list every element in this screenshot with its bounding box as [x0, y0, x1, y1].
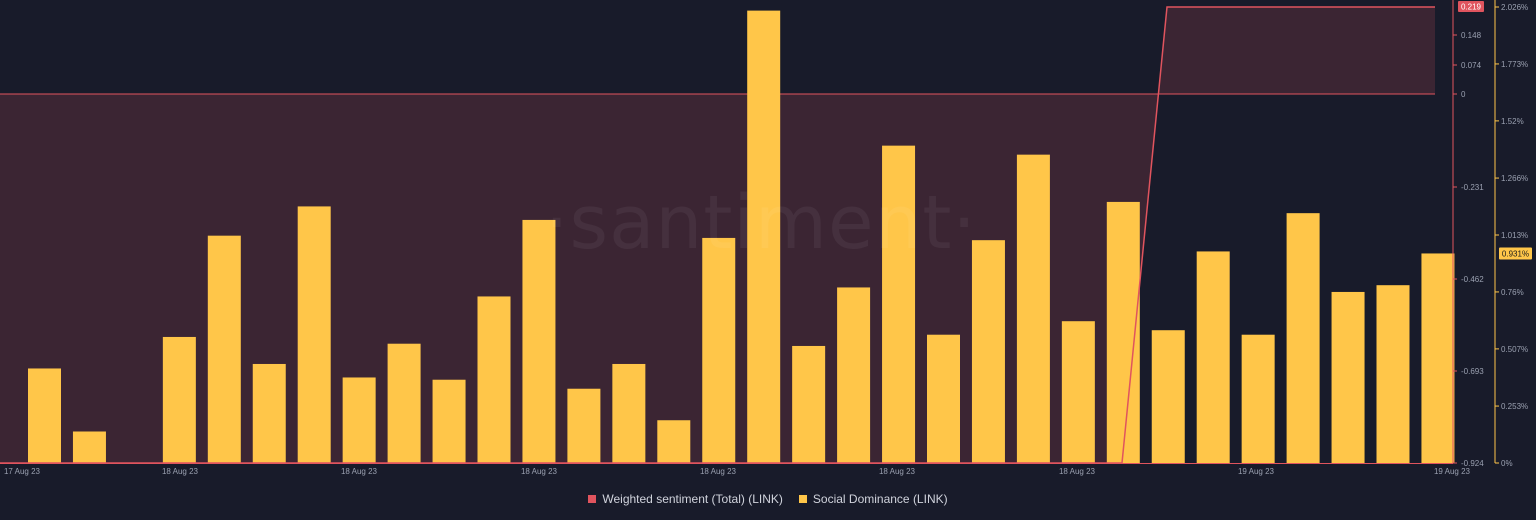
bar-social-dominance	[927, 334, 960, 463]
left-tick-label: 0	[1461, 90, 1466, 99]
bar-social-dominance	[522, 219, 556, 463]
dominance-current-value: 0.931%	[1502, 249, 1529, 258]
bar-social-dominance	[342, 377, 376, 463]
bar-social-dominance	[1151, 330, 1185, 463]
bar-social-dominance	[657, 420, 691, 463]
bar-social-dominance	[612, 363, 646, 463]
legend-label-sentiment: Weighted sentiment (Total) (LINK)	[602, 492, 783, 506]
right-tick-label: 1.773%	[1501, 60, 1528, 69]
x-tick-label: 18 Aug 23	[521, 467, 558, 476]
sentiment-current-badge	[1458, 1, 1484, 12]
bar-social-dominance	[1421, 253, 1455, 463]
right-tick-label: 1.52%	[1501, 117, 1524, 126]
legend-swatch-dominance	[798, 495, 807, 503]
bar-social-dominance	[477, 296, 511, 463]
bar-social-dominance	[252, 363, 286, 463]
right-tick-label: 0.76%	[1501, 288, 1524, 297]
x-tick-label: 18 Aug 23	[162, 467, 199, 476]
left-tick-label: -0.231	[1461, 183, 1484, 192]
bar-social-dominance	[1196, 251, 1230, 463]
left-tick-label: 0.148	[1461, 31, 1482, 40]
right-tick-label: 0.507%	[1501, 345, 1528, 354]
bar-social-dominance	[747, 10, 781, 463]
left-tick-label: -0.693	[1461, 367, 1484, 376]
bar-social-dominance	[792, 345, 826, 463]
legend: Weighted sentiment (Total) (LINK) Social…	[0, 492, 1536, 506]
bar-social-dominance	[1016, 154, 1050, 464]
bar-social-dominance	[162, 336, 196, 463]
right-tick-label: 0%	[1501, 459, 1513, 468]
sentiment-area-positive	[1158, 7, 1435, 94]
right-tick-label: 1.013%	[1501, 231, 1528, 240]
left-tick-label: -0.924	[1461, 459, 1484, 468]
dominance-current-badge	[1499, 247, 1532, 260]
bar-social-dominance	[837, 287, 871, 463]
bar-social-dominance	[1286, 213, 1320, 463]
x-tick-label: 17 Aug 23	[4, 467, 41, 476]
left-tick-label: -0.462	[1461, 275, 1484, 284]
legend-swatch-sentiment	[588, 495, 597, 503]
legend-label-dominance: Social Dominance (LINK)	[812, 492, 948, 506]
bar-social-dominance	[28, 368, 61, 463]
bar-social-dominance	[207, 235, 241, 463]
bar-social-dominance	[1376, 285, 1410, 463]
bar-social-dominance	[1241, 334, 1275, 463]
x-tick-label: 19 Aug 23	[1238, 467, 1275, 476]
right-tick-label: 0.253%	[1501, 402, 1528, 411]
bar-social-dominance	[567, 388, 601, 463]
legend-item-sentiment[interactable]: Weighted sentiment (Total) (LINK)	[588, 492, 783, 506]
sentiment-current-value: 0.219	[1461, 3, 1482, 12]
left-tick-label: 0.074	[1461, 61, 1482, 70]
bar-social-dominance	[882, 145, 916, 463]
bar-social-dominance	[297, 206, 331, 464]
bar-social-dominance	[702, 237, 736, 463]
bar-social-dominance	[1331, 291, 1365, 463]
x-tick-label: 18 Aug 23	[700, 467, 737, 476]
bar-social-dominance	[971, 240, 1005, 463]
bar-social-dominance	[1061, 321, 1095, 463]
bar-social-dominance	[72, 431, 106, 463]
x-tick-label: 18 Aug 23	[1059, 467, 1096, 476]
right-tick-label: 1.266%	[1501, 174, 1528, 183]
legend-item-dominance[interactable]: Social Dominance (LINK)	[798, 492, 948, 506]
bar-social-dominance	[432, 379, 466, 463]
x-tick-label: 18 Aug 23	[341, 467, 378, 476]
x-tick-label: 19 Aug 23	[1434, 467, 1471, 476]
chart-svg: 0.148 0.074 0 -0.231 -0.462 -0.693 -0.924 2.026…	[0, 0, 1532, 476]
right-tick-label: 2.026%	[1501, 3, 1528, 12]
x-tick-label: 18 Aug 23	[879, 467, 916, 476]
bar-social-dominance	[387, 343, 421, 463]
